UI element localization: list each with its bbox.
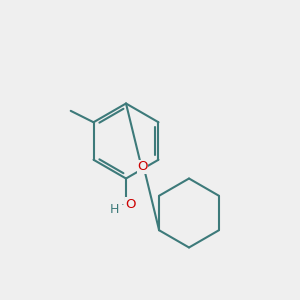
Text: H: H bbox=[109, 203, 119, 216]
Text: O: O bbox=[137, 160, 148, 173]
Text: ·: · bbox=[121, 200, 124, 211]
Text: O: O bbox=[125, 197, 136, 211]
